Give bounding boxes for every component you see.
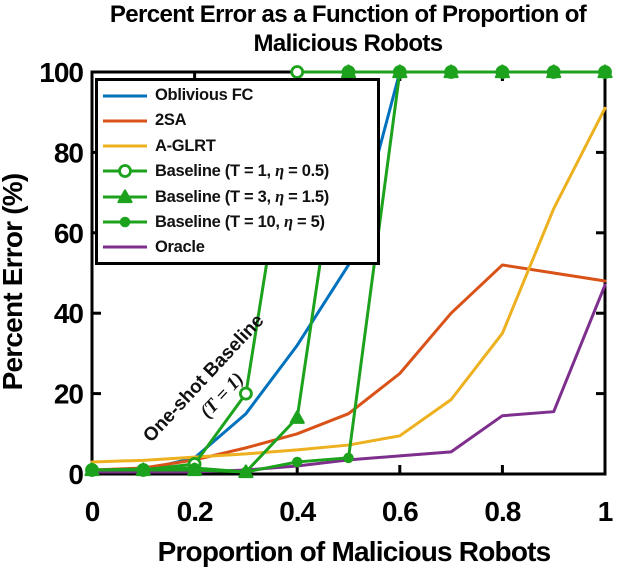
series-marker-4 [494, 64, 510, 79]
legend-item-0: Oblivious FC [102, 84, 377, 108]
x-tick-label: 0.4 [279, 496, 316, 527]
legend: Oblivious FC 2SA A-GLRT Baseline (T = 1, η … [95, 78, 380, 265]
legend-item-6: Oracle [102, 235, 377, 259]
series-marker-4 [117, 189, 133, 203]
legend-item-5: Baseline (T = 10, η = 5) [102, 210, 377, 234]
y-axis-label: Percent Error (%) [0, 174, 28, 391]
series-marker-3 [290, 65, 305, 79]
legend-item-2: A-GLRT [102, 134, 377, 158]
series-marker-3 [118, 164, 132, 179]
y-tick-label: 60 [54, 218, 84, 249]
y-tick-label: 100 [39, 57, 83, 88]
series-line-1 [90, 263, 607, 472]
series-marker-5 [343, 452, 354, 464]
legend-label-4: Baseline (T = 3, η = 1.5) [155, 186, 329, 206]
legend-line-sample [103, 164, 147, 179]
series-line-2 [90, 106, 607, 464]
legend-item-1: 2SA [102, 109, 377, 133]
x-tick-label: 0.2 [177, 496, 213, 527]
series-marker-4 [392, 64, 408, 79]
series-marker-3 [238, 386, 253, 401]
series-marker-4 [340, 64, 357, 79]
x-tick-label: 0.6 [382, 496, 418, 527]
y-tick-label: 80 [54, 137, 84, 168]
legend-line-sample [103, 119, 147, 123]
legend-label-0: Oblivious FC [155, 86, 254, 105]
chart-title: Percent Error as a Function of Proportio… [56, 0, 640, 58]
series-marker-4 [443, 64, 459, 79]
legend-line-sample [103, 216, 147, 228]
series-marker-5 [291, 456, 303, 468]
y-tick-label: 20 [54, 379, 84, 410]
legend-label-6: Oracle [155, 237, 205, 256]
x-axis-label: Proportion of Malicious Robots [158, 536, 551, 567]
series-marker-4 [597, 64, 613, 79]
legend-label-5: Baseline (T = 10, η = 5) [155, 212, 325, 232]
chart-title-line2: Malicious Robots [253, 30, 443, 57]
chart-title-line1: Percent Error as a Function of Proportio… [109, 1, 587, 28]
legend-line-sample [103, 189, 147, 203]
series-marker-4 [238, 464, 254, 479]
series-marker-4 [289, 410, 305, 424]
x-tick-label: 0 [85, 496, 100, 527]
series-marker-5 [119, 216, 131, 228]
series-marker-4 [135, 462, 151, 477]
x-tick-label: 1 [598, 496, 613, 527]
legend-label-1: 2SA [155, 111, 187, 130]
y-tick-label: 40 [54, 298, 84, 329]
legend-label-3: Baseline (T = 1, η = 0.5) [155, 161, 329, 181]
series-marker-4 [84, 462, 100, 477]
x-tick-label: 0.8 [484, 496, 520, 527]
legend-label-2: A-GLRT [155, 136, 216, 155]
legend-line-sample [103, 144, 147, 148]
legend-line-sample [103, 245, 147, 249]
y-tick-label: 0 [68, 459, 83, 490]
series-marker-4 [546, 64, 562, 79]
legend-item-3: Baseline (T = 1, η = 0.5) [102, 159, 377, 183]
legend-line-sample [103, 94, 147, 98]
series-marker-4 [187, 462, 203, 477]
legend-item-4: Baseline (T = 3, η = 1.5) [102, 185, 377, 209]
